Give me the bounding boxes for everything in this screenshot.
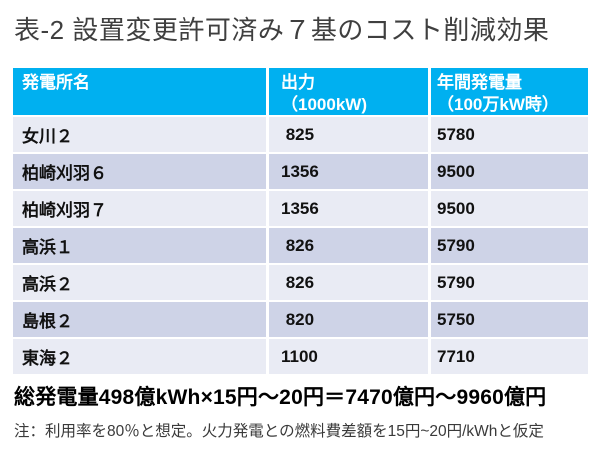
total-generation-summary: 総発電量498億kWh×15円～20円＝7470億円～9960億円 <box>14 386 547 409</box>
annual-generation-cell: 9500 <box>431 154 588 189</box>
annual-generation-cell: 5790 <box>431 265 588 300</box>
plant-name-cell: 島根２ <box>13 302 266 337</box>
footnote: 注：利用率を80％と想定。火力発電との燃料費差額を15円~20円/kWhと仮定 <box>14 423 544 440</box>
column-header-annual-generation: 年間発電量 （100万kW時） <box>431 68 588 115</box>
column-header-line2: （1000kW) <box>281 95 367 115</box>
output-cell: 820 <box>269 302 428 337</box>
plant-name-cell: 柏崎刈羽７ <box>13 191 266 226</box>
output-cell: 1356 <box>269 191 428 226</box>
cost-reduction-table: 発電所名 出力 （1000kW) 年間発電量 （100万kW時） 女川２ 825… <box>13 68 588 374</box>
output-cell: 825 <box>269 117 428 152</box>
annual-generation-cell: 9500 <box>431 191 588 226</box>
plant-name-cell: 柏崎刈羽６ <box>13 154 266 189</box>
output-cell: 826 <box>269 265 428 300</box>
column-header-line2: （100万kW時） <box>437 95 559 115</box>
column-header-line1: 出力 <box>281 73 315 92</box>
output-cell: 1356 <box>269 154 428 189</box>
annual-generation-cell: 5750 <box>431 302 588 337</box>
plant-name-cell: 高浜１ <box>13 228 266 263</box>
output-cell: 1100 <box>269 339 428 374</box>
column-header-output: 出力 （1000kW) <box>269 68 428 115</box>
annual-generation-cell: 7710 <box>431 339 588 374</box>
plant-name-cell: 東海２ <box>13 339 266 374</box>
plant-name-cell: 女川２ <box>13 117 266 152</box>
column-header-line1: 年間発電量 <box>437 73 522 92</box>
column-header-line1: 発電所名 <box>22 73 90 92</box>
annual-generation-cell: 5780 <box>431 117 588 152</box>
plant-name-cell: 高浜２ <box>13 265 266 300</box>
page-title: 表-2 設置変更許可済み７基のコスト削減効果 <box>14 15 550 45</box>
column-header-plant-name: 発電所名 <box>13 68 266 115</box>
annual-generation-cell: 5790 <box>431 228 588 263</box>
output-cell: 826 <box>269 228 428 263</box>
